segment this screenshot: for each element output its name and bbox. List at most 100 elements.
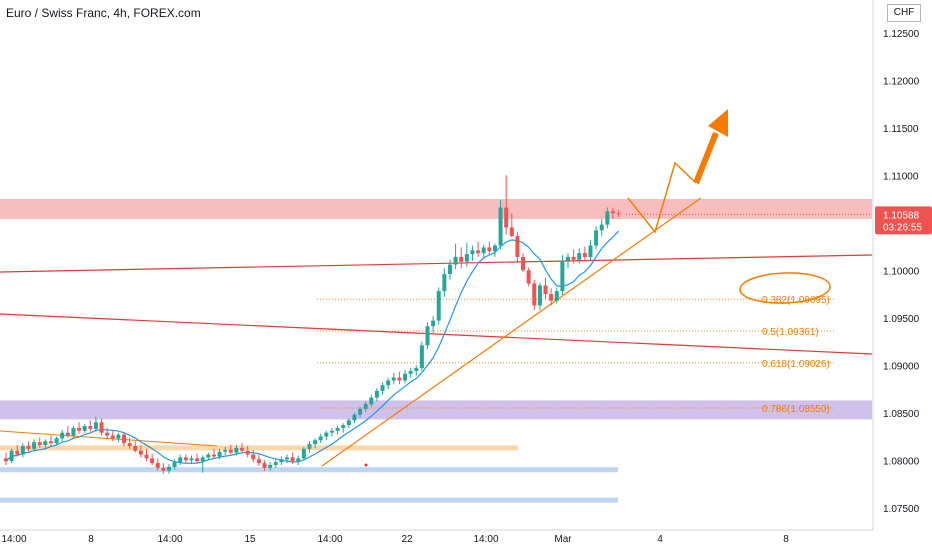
candle-body <box>307 444 312 449</box>
candle-body <box>515 236 520 257</box>
resistance-zone <box>0 199 872 219</box>
time-tick-label: 14:00 <box>157 534 182 545</box>
rising-trend-line[interactable] <box>321 197 702 467</box>
time-tick-label: Mar <box>554 534 572 545</box>
candle-body <box>459 256 464 262</box>
fib-label-1: 0.5(1.09361) <box>762 327 819 338</box>
candle-body <box>504 207 509 228</box>
candle-body <box>77 427 82 431</box>
candle-body <box>195 458 200 462</box>
price-tick-label: 1.09500 <box>883 314 920 325</box>
time-tick-label: 14:00 <box>317 534 342 545</box>
candle-body <box>605 211 610 225</box>
candle-body <box>582 253 587 257</box>
candle-body <box>588 245 593 257</box>
candle-body <box>15 450 20 455</box>
price-axis[interactable] <box>873 0 932 550</box>
candle-body <box>105 432 110 436</box>
candle-body <box>594 230 599 246</box>
candle-body <box>183 457 188 461</box>
price-tick-label: 1.11500 <box>883 124 919 135</box>
old-trend-line[interactable] <box>0 430 218 447</box>
candle-body <box>301 448 306 459</box>
candle-body <box>442 274 447 292</box>
price-tick-label: 1.09000 <box>883 361 920 372</box>
candle-body <box>200 457 205 462</box>
candle-body <box>498 207 503 246</box>
candle-body <box>526 270 531 284</box>
candle-body <box>610 211 615 214</box>
marker-dot <box>364 463 368 467</box>
projection-path <box>627 161 697 234</box>
candle-body <box>172 462 177 467</box>
candle-body <box>374 390 379 398</box>
candle-body <box>133 446 138 451</box>
candle-body <box>492 245 497 252</box>
candle-body <box>414 368 419 371</box>
candle-body <box>32 442 37 449</box>
projection-arrow-shaft <box>693 131 719 185</box>
candle-body <box>99 422 104 433</box>
candle-body <box>268 465 273 468</box>
channel-lower-line[interactable] <box>0 313 873 355</box>
candle-body <box>43 441 48 446</box>
candle-body <box>549 294 554 301</box>
level-orange-0 <box>0 445 518 451</box>
candle-body <box>116 434 121 439</box>
candle-body <box>273 462 278 465</box>
price-tick-label: 1.10000 <box>883 266 920 277</box>
candle-body <box>341 425 346 428</box>
candle-body <box>380 385 385 391</box>
candle-body <box>386 380 391 386</box>
candle-body <box>318 436 323 441</box>
chart-title: Euro / Swiss Franc, 4h, FOREX.com <box>6 6 201 20</box>
candle-body <box>391 377 396 381</box>
candle-body <box>431 320 436 327</box>
last-price-box <box>875 206 932 235</box>
countdown-label: 03:26:55 <box>883 222 922 233</box>
candle-body <box>363 404 368 409</box>
candle-body <box>408 370 413 374</box>
time-axis[interactable] <box>0 530 873 550</box>
time-tick-label: 14:00 <box>1 534 26 545</box>
candle-body <box>453 256 458 265</box>
candle-body <box>397 377 402 381</box>
candle-body <box>82 426 87 431</box>
candle-body <box>166 466 171 471</box>
candle-body <box>251 454 256 460</box>
candle-body <box>358 408 363 415</box>
candle-body <box>369 397 374 405</box>
fib-label-2: 0.618(1.09026) <box>762 359 830 370</box>
projection-arrow-head <box>708 109 728 137</box>
candle-body <box>532 283 537 306</box>
time-tick-label: 22 <box>401 534 413 545</box>
candle-body <box>470 250 475 255</box>
candle-body <box>54 438 59 444</box>
price-tick-label: 1.12000 <box>883 76 920 87</box>
candle-body <box>20 446 25 455</box>
candle-body <box>352 414 357 421</box>
candle-body <box>127 443 132 446</box>
candle-body <box>262 463 267 468</box>
candle-body <box>211 454 216 457</box>
candle-body <box>403 373 408 381</box>
candle-body <box>217 451 222 457</box>
candle-body <box>206 454 211 458</box>
candle-body <box>4 458 8 462</box>
channel-upper-line[interactable] <box>0 254 873 273</box>
candle-body <box>234 447 239 453</box>
candle-body <box>240 447 245 451</box>
candle-body <box>138 450 143 455</box>
candle-body <box>577 253 582 260</box>
currency-button[interactable]: CHF <box>887 4 921 22</box>
candle-body <box>554 291 559 301</box>
candle-body <box>37 442 42 446</box>
candle-body <box>65 432 70 436</box>
candle-body <box>26 446 31 449</box>
time-tick-label: 15 <box>244 534 256 545</box>
price-tick-label: 1.12500 <box>883 29 920 40</box>
candle-body <box>487 247 492 252</box>
price-tick-label: 1.07500 <box>883 504 920 515</box>
